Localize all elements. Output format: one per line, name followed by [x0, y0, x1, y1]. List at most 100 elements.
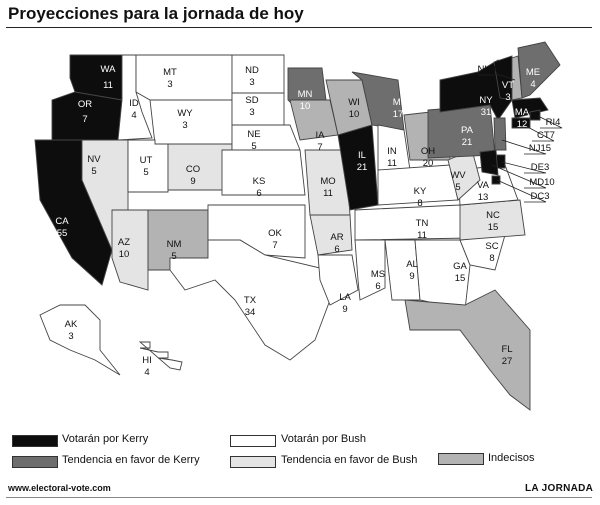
legend-swatch-undecided	[438, 453, 484, 465]
state-votes-il: 21	[357, 162, 368, 173]
state-abbr-me: ME	[526, 67, 540, 78]
state-abbr-vt: VT	[502, 80, 514, 91]
state-dc	[491, 175, 501, 185]
callout-leader-dc	[496, 179, 547, 203]
state-labels: WA11OR7CA55ID4NV5MT3WY3UT5AZ10CO9NM5ND3S…	[55, 64, 560, 378]
state-votes-ky: 8	[417, 198, 422, 209]
state-ma	[511, 97, 549, 119]
state-votes-ks: 6	[256, 188, 261, 199]
state-abbr-ar: AR	[330, 232, 343, 243]
state-nj	[493, 117, 507, 151]
state-abbr-fl: FL	[501, 344, 512, 355]
title-divider	[6, 27, 592, 28]
state-ar	[309, 214, 353, 256]
state-votes-az: 10	[119, 249, 130, 260]
state-votes-ny: 31	[481, 107, 492, 118]
callout-label-ri: RI4	[546, 117, 561, 128]
legend-swatch-leans-bush	[230, 456, 276, 468]
state-abbr-ma: MA	[515, 107, 530, 118]
state-votes-tn: 11	[417, 230, 427, 241]
callout-leader-ct	[521, 123, 555, 142]
callout-leader-nj	[501, 139, 547, 155]
state-abbr-oh: OH	[421, 146, 435, 157]
state-votes-mn: 10	[300, 101, 311, 112]
state-abbr-il: IL	[358, 150, 366, 161]
callout-leader-de	[501, 161, 547, 174]
state-abbr-sd: SD	[245, 95, 258, 106]
us-electoral-map: WA11OR7CA55ID4NV5MT3WY3UT5AZ10CO9NM5ND3S…	[34, 41, 563, 411]
state-votes-ca: 55	[57, 228, 68, 239]
callout-label-nj: NJ15	[529, 143, 551, 154]
callout-label-md: MD10	[529, 177, 554, 188]
state-abbr-pa: PA	[461, 125, 474, 136]
state-abbr-wy: WY	[177, 108, 193, 119]
state-votes-la: 9	[342, 304, 347, 315]
state-votes-vt: 3	[505, 92, 510, 103]
state-az	[111, 209, 149, 291]
state-votes-tx: 34	[245, 307, 256, 318]
state-votes-wi: 10	[349, 109, 360, 120]
state-tx	[169, 239, 331, 361]
callout-leaders	[478, 74, 563, 203]
legend-label-bush: Votarán por Bush	[281, 433, 367, 445]
state-ia	[289, 99, 339, 141]
state-abbr-ny: NY	[479, 95, 493, 106]
callout-label-ct: CT7	[537, 130, 555, 141]
state-votes-co: 9	[190, 176, 195, 187]
state-fl	[404, 289, 531, 411]
state-abbr-mn: MN	[298, 89, 313, 100]
state-votes-wv: 5	[455, 182, 460, 193]
state-votes-ia: 7	[317, 142, 322, 153]
state-abbr-ca: CA	[55, 216, 69, 227]
state-ak	[39, 304, 121, 376]
state-ut	[127, 139, 169, 193]
state-abbr-ky: KY	[414, 186, 427, 197]
state-votes-mi: 17	[393, 109, 404, 120]
state-votes-nv: 5	[91, 166, 96, 177]
legend-swatch-kerry	[12, 435, 58, 447]
legend-label-leans-kerry: Tendencia en favor de Kerry	[62, 454, 200, 466]
publisher-logo: LA JORNADA	[525, 483, 594, 494]
legend-swatch-leans-kerry	[12, 456, 58, 468]
state-votes-sc: 8	[489, 253, 494, 264]
state-ga	[414, 239, 471, 311]
state-abbr-ga: GA	[453, 261, 467, 272]
callout-leader-ri	[537, 115, 563, 129]
state-votes-fl: 27	[502, 356, 513, 367]
state-abbr-ia: IA	[316, 130, 326, 141]
callout-leader-nh	[478, 74, 516, 81]
source-url: www.electoral-vote.com	[8, 483, 111, 493]
state-votes-sd: 3	[249, 107, 254, 118]
state-votes-al: 9	[409, 271, 414, 282]
state-abbr-tx: TX	[244, 295, 257, 306]
legend-label-leans-bush: Tendencia en favor de Bush	[281, 454, 418, 466]
state-abbr-in: IN	[387, 146, 397, 157]
state-md	[479, 149, 499, 176]
state-votes-ga: 15	[455, 273, 466, 284]
state-ne	[231, 124, 301, 151]
state-votes-in: 11	[387, 158, 397, 169]
state-votes-mt: 3	[167, 79, 172, 90]
state-abbr-nm: NM	[167, 239, 182, 250]
bottom-divider	[6, 497, 592, 498]
state-votes-ok: 7	[272, 240, 277, 251]
legend-label-undecided: Indecisos	[488, 452, 535, 464]
state-votes-or: 7	[82, 114, 87, 125]
state-shapes	[34, 41, 561, 411]
state-abbr-or: OR	[78, 99, 92, 110]
state-abbr-ut: UT	[140, 155, 153, 166]
state-abbr-id: ID	[129, 98, 139, 109]
state-abbr-hi: HI	[142, 355, 152, 366]
state-abbr-ks: KS	[253, 176, 266, 187]
state-abbr-nv: NV	[87, 154, 101, 165]
state-hi	[138, 341, 183, 371]
state-tn	[354, 204, 471, 241]
state-abbr-al: AL	[406, 259, 418, 270]
state-mt	[135, 54, 233, 101]
state-votes-ak: 3	[68, 331, 73, 342]
callout-label-dc: DC3	[530, 191, 549, 202]
state-votes-nd: 3	[249, 77, 254, 88]
state-votes-nm: 5	[171, 251, 176, 262]
state-abbr-nc: NC	[486, 210, 500, 221]
legend-swatch-bush	[230, 435, 276, 447]
